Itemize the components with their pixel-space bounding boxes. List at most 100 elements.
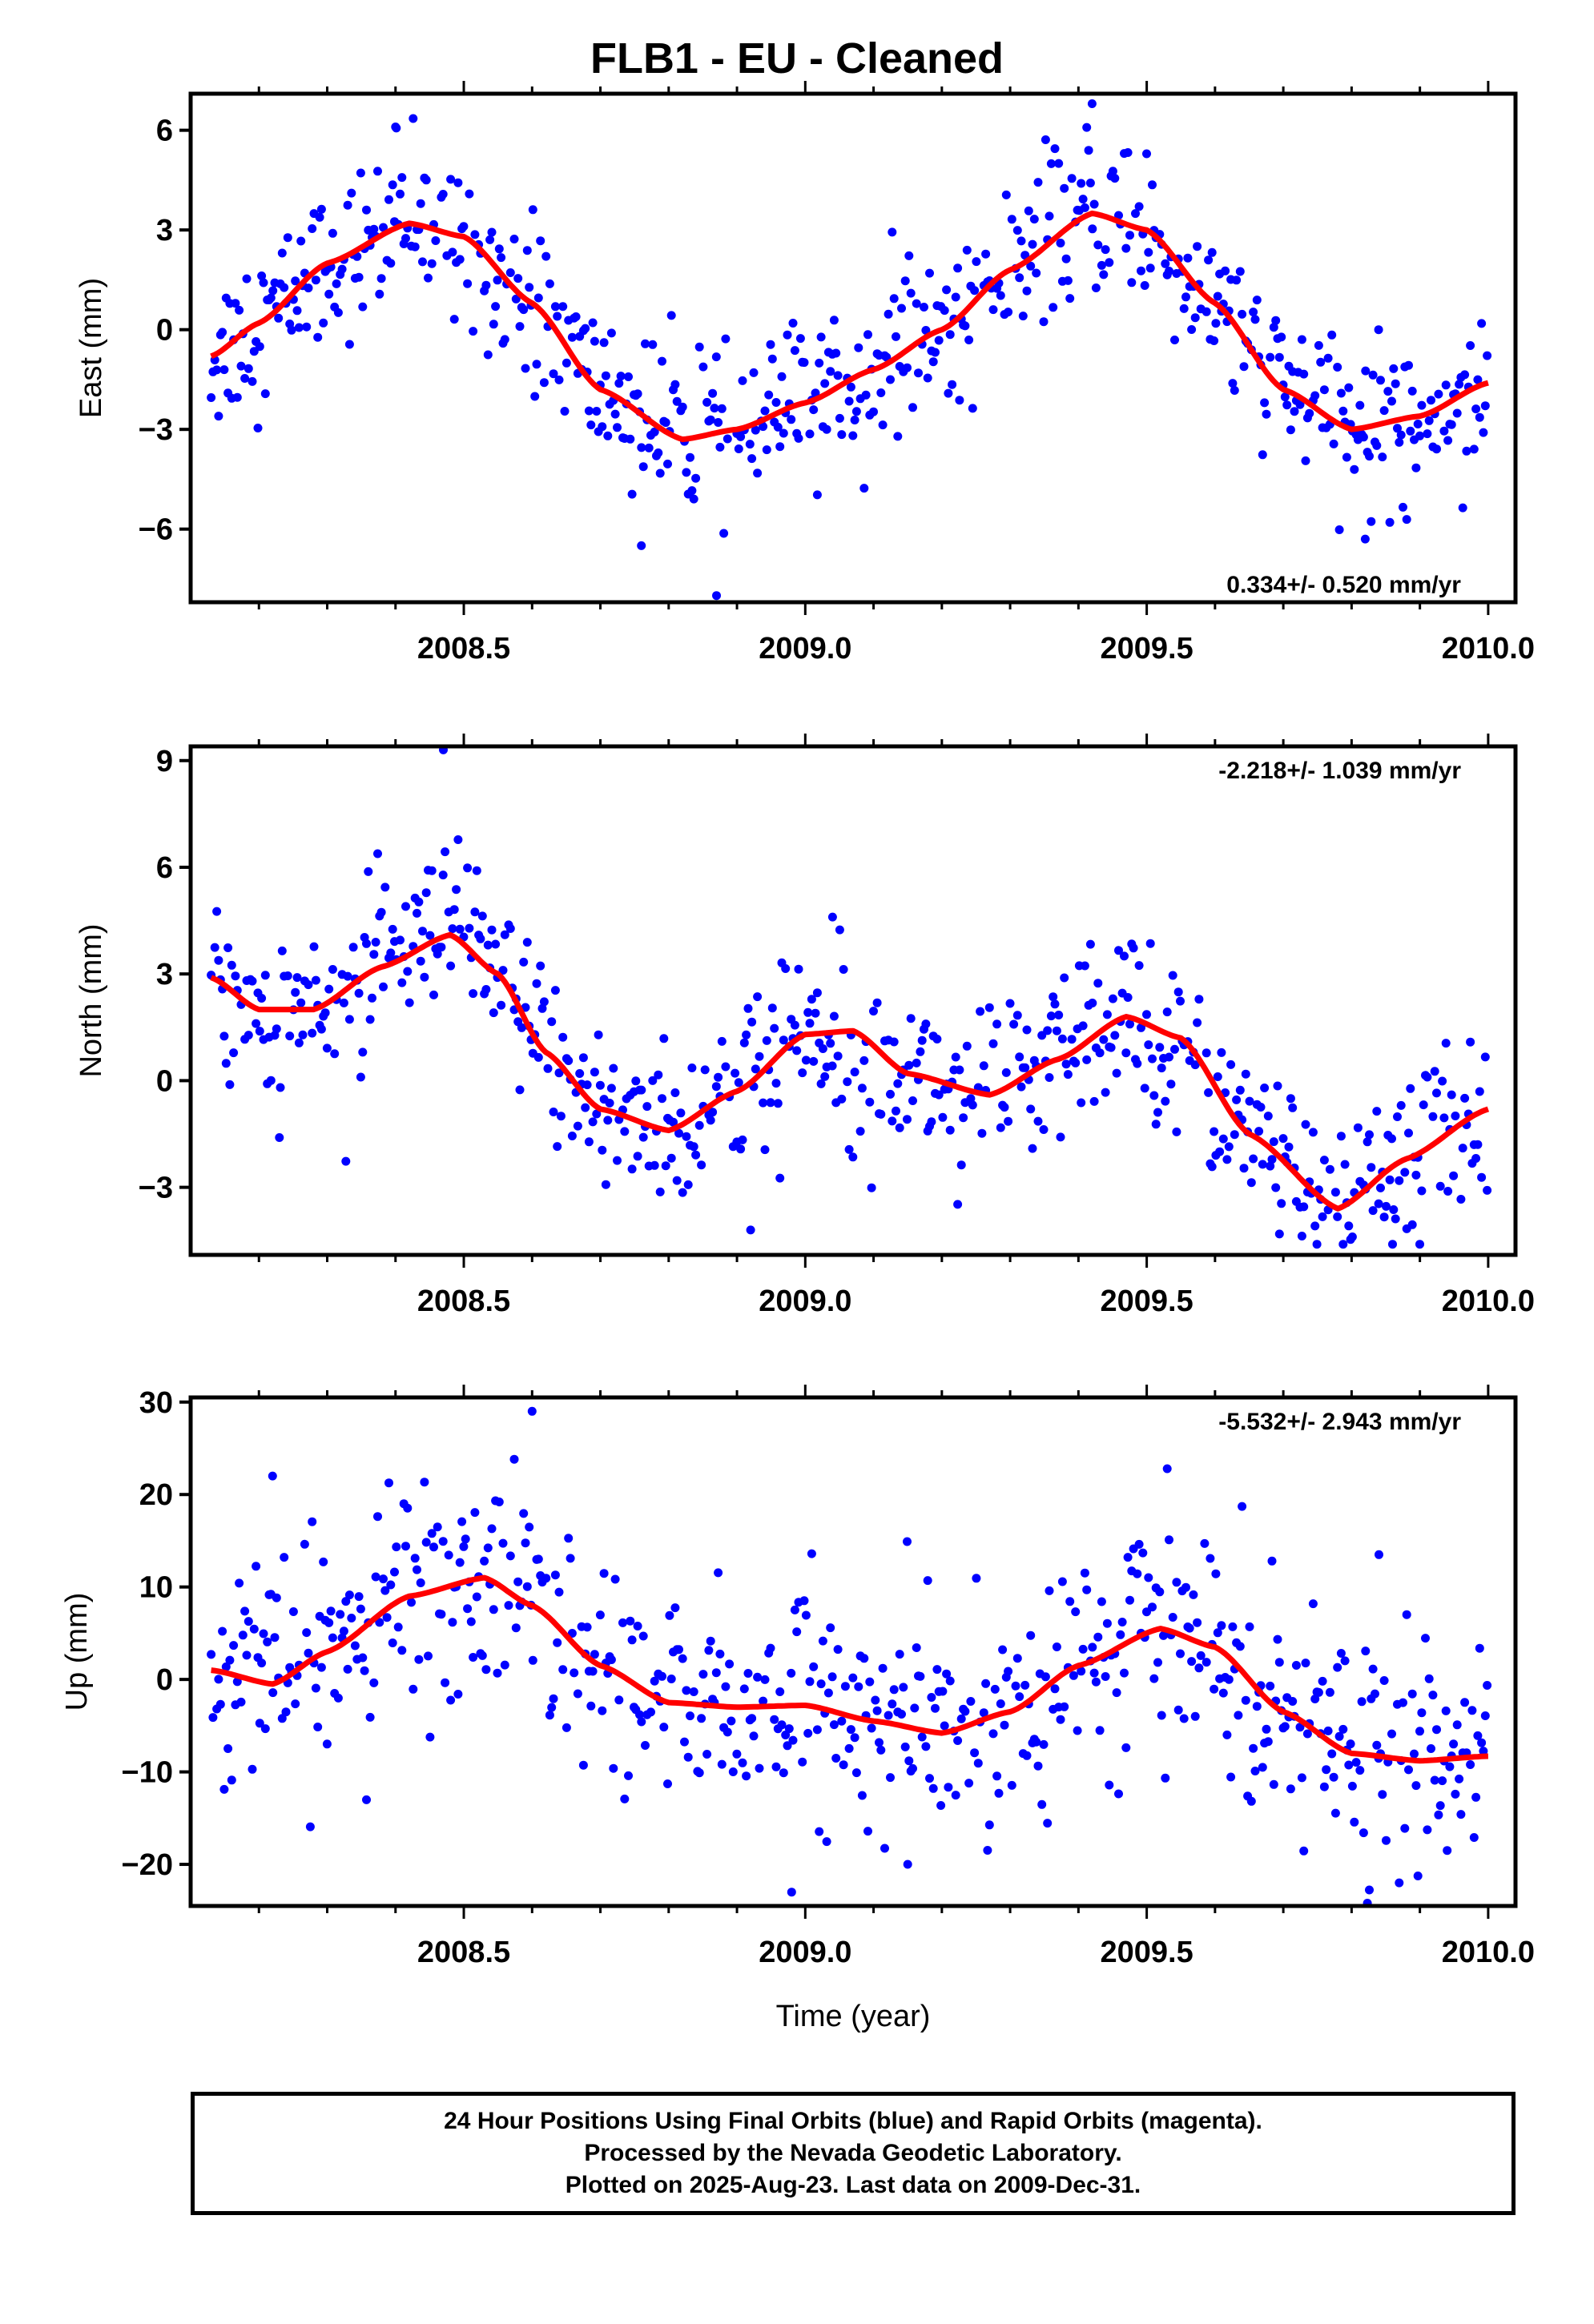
east-data-point: [627, 489, 637, 499]
up-data-point: [779, 1768, 788, 1778]
up-data-point: [1325, 1687, 1334, 1697]
up-data-point: [511, 1623, 521, 1633]
north-data-point: [1120, 951, 1129, 961]
north-data-point: [1082, 1055, 1092, 1064]
up-data-point: [1007, 1780, 1016, 1790]
north-data-point: [700, 1065, 710, 1075]
north-data-point: [1473, 1140, 1483, 1149]
north-data-point: [1249, 1154, 1258, 1164]
east-data-point: [1359, 432, 1368, 442]
footer-line-1: 24 Hour Positions Using Final Orbits (bl…: [444, 2108, 1262, 2134]
north-data-point: [1338, 1240, 1348, 1249]
north-data-point: [1344, 1221, 1354, 1231]
east-data-point: [1049, 303, 1058, 312]
up-data-point: [219, 1784, 229, 1794]
east-data-point: [1277, 332, 1286, 342]
east-data-point: [788, 319, 798, 328]
up-data-point: [498, 1538, 508, 1548]
north-data-point: [298, 1030, 308, 1039]
east-data-point: [1360, 534, 1370, 544]
up-data-point: [923, 1576, 932, 1586]
east-data-point: [749, 368, 759, 377]
up-data-point: [1000, 1720, 1009, 1730]
up-data-point: [1161, 1773, 1170, 1783]
up-data-point: [809, 1662, 819, 1671]
up-data-point: [421, 1538, 431, 1547]
north-data-point: [470, 907, 480, 917]
up-data-point: [344, 1590, 354, 1600]
north-data-point: [932, 1035, 942, 1043]
north-data-point: [292, 973, 302, 983]
east-panel: −6 −3 0 3 6 2008.5 2009.0 2009.5 2010.0 East (mm)…: [74, 81, 1535, 665]
up-data-point: [680, 1737, 689, 1747]
east-data-point: [822, 424, 831, 434]
east-data-point: [1427, 396, 1435, 405]
north-data-point: [666, 1153, 676, 1163]
north-data-point: [1451, 1112, 1460, 1120]
north-data-point: [807, 995, 816, 1004]
east-data-point: [541, 251, 551, 261]
north-data-point: [771, 1079, 781, 1088]
east-data-point: [972, 257, 981, 267]
north-panel: −3 0 3 6 9 2008.5 2009.0 2009.5 2010.0 North (mm)…: [74, 734, 1535, 1318]
east-data-point: [1033, 178, 1043, 187]
east-data-point: [1301, 456, 1310, 465]
north-data-point: [1385, 1175, 1395, 1184]
north-data-point: [1114, 946, 1123, 955]
north-data-point: [257, 994, 267, 1003]
up-data-point: [1378, 1790, 1387, 1799]
up-data-point: [424, 1651, 433, 1661]
north-data-point: [766, 1098, 775, 1108]
east-data-point: [1404, 360, 1413, 370]
east-data-point: [302, 322, 312, 332]
up-data-point: [953, 1736, 963, 1745]
up-data-point: [459, 1542, 469, 1551]
up-data-point: [665, 1610, 674, 1620]
up-data-point: [1052, 1642, 1061, 1651]
up-data-point: [461, 1534, 470, 1544]
north-data-point: [276, 1083, 285, 1092]
up-data-point: [912, 1643, 921, 1652]
north-data-point: [734, 1078, 743, 1088]
up-data-point: [308, 1517, 317, 1526]
up-data-point: [895, 1650, 904, 1659]
up-data-point: [1404, 1765, 1413, 1775]
up-data-point: [759, 1696, 768, 1706]
north-data-point: [1404, 1128, 1413, 1138]
north-data-point: [1393, 1112, 1402, 1121]
north-data-point: [1061, 1059, 1071, 1069]
up-data-point: [725, 1659, 735, 1669]
up-data-point: [1350, 1817, 1359, 1827]
up-data-point: [1443, 1846, 1452, 1856]
north-data-point: [1153, 1108, 1162, 1117]
up-data-point: [1022, 1751, 1032, 1760]
east-data-point: [1387, 396, 1396, 406]
up-ytick-label: 0: [156, 1663, 173, 1697]
up-data-point: [626, 1616, 635, 1626]
up-data-point: [951, 1791, 960, 1800]
north-data-point: [421, 888, 431, 898]
north-data-point: [1297, 1232, 1306, 1240]
east-data-point: [1443, 436, 1453, 445]
up-data-point: [1012, 1654, 1022, 1663]
east-data-point: [1329, 439, 1338, 448]
east-data-point: [513, 274, 523, 283]
east-data-point: [369, 224, 379, 234]
east-data-point: [1080, 203, 1089, 212]
north-xtick-label: 2009.0: [759, 1285, 851, 1318]
east-data-point: [283, 233, 292, 243]
up-data-point: [738, 1758, 747, 1767]
east-data-point: [1193, 242, 1202, 251]
east-rate-label: 0.334+/- 0.520 mm/yr: [1226, 572, 1461, 598]
north-data-point: [908, 1096, 917, 1105]
up-data-point: [942, 1669, 952, 1679]
up-data-point: [872, 1706, 882, 1715]
north-data-point: [1085, 939, 1095, 949]
east-data-point: [599, 338, 609, 348]
up-data-point: [1112, 1688, 1121, 1698]
east-data-point: [815, 358, 824, 368]
north-data-point: [1112, 1068, 1121, 1078]
up-data-point: [927, 1693, 936, 1702]
east-data-point: [1262, 409, 1271, 419]
north-data-point: [751, 1064, 760, 1074]
